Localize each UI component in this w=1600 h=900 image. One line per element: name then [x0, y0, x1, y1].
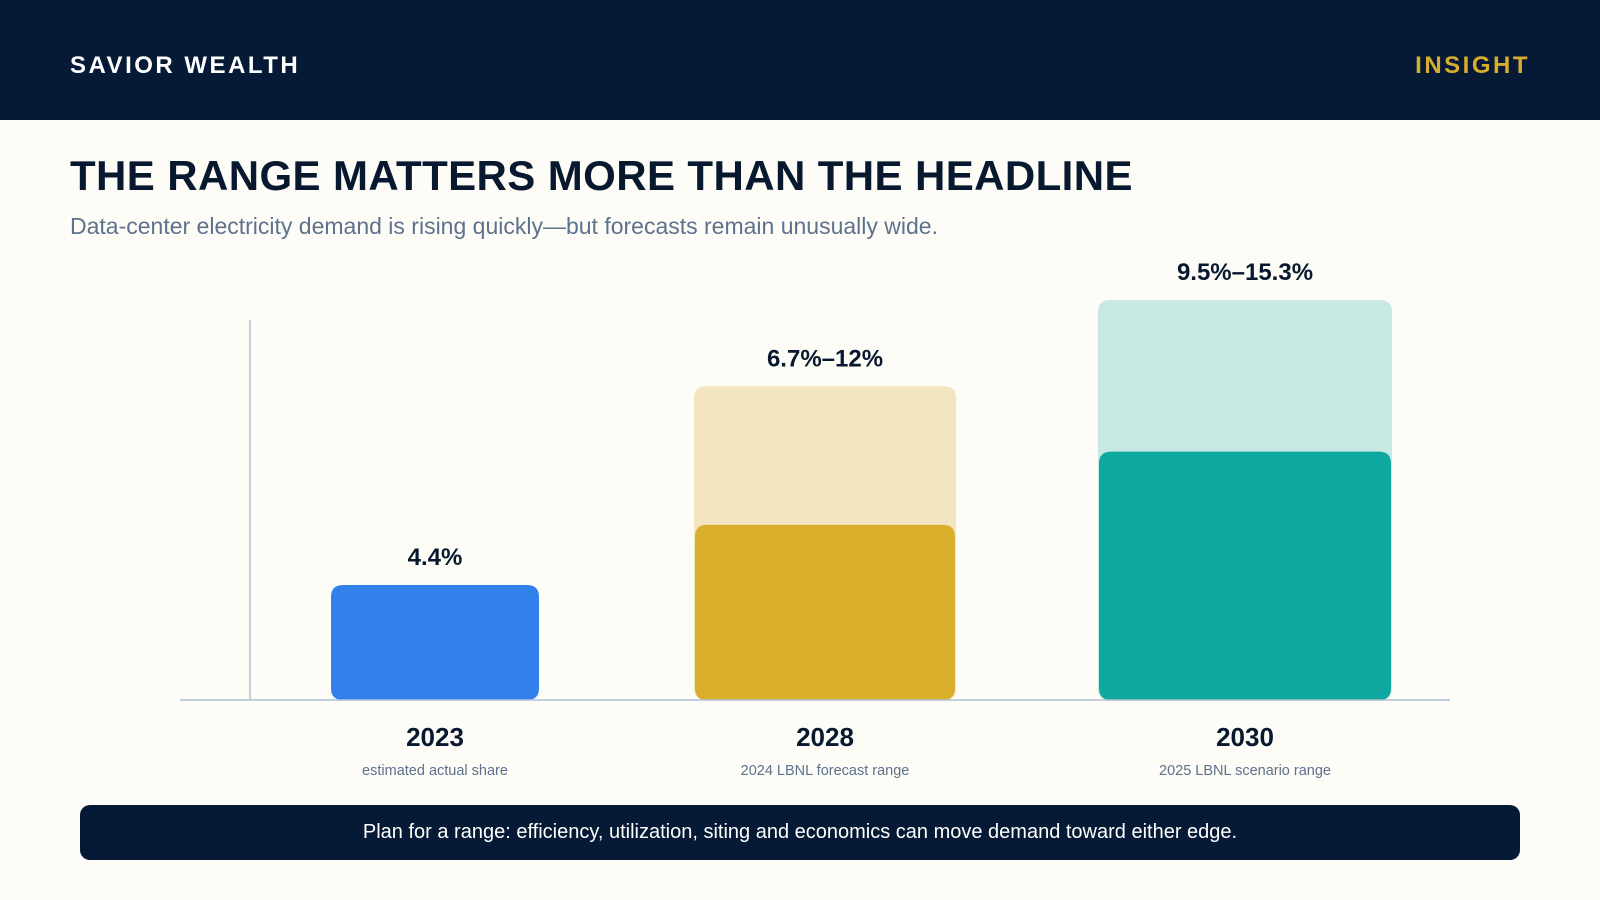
footer-note-text: Plan for a range: efficiency, utilizatio…	[362, 821, 1238, 843]
category-label-2030: 2030	[1216, 722, 1274, 752]
category-note-2023: estimated actual share	[362, 763, 508, 779]
category-label-2023: 2023	[406, 722, 464, 752]
top-bar: SAVIOR WEALTH INSIGHT	[0, 0, 1600, 120]
category-label-2028: 2028	[796, 722, 854, 752]
value-bar-2030	[1099, 451, 1391, 700]
value-bar-2028	[695, 524, 955, 700]
section-tag: INSIGHT	[1415, 52, 1530, 79]
slide-subtitle: Data-center electricity demand is rising…	[70, 213, 938, 239]
category-note-2030: 2025 LBNL scenario range	[1159, 763, 1331, 779]
footer-note: Plan for a range: efficiency, utilizatio…	[80, 805, 1520, 860]
value-label-2030: 9.5%–15.3%	[1177, 259, 1313, 286]
demand-share-chart: 4.4% 2023 estimated actual share 6.7%–12% 20…	[180, 259, 1450, 779]
value-bar-2023	[331, 584, 539, 700]
value-label-2023: 4.4%	[408, 544, 463, 571]
brand-name: SAVIOR WEALTH	[70, 52, 301, 79]
value-label-2028: 6.7%–12%	[767, 345, 883, 372]
category-note-2028: 2024 LBNL forecast range	[741, 763, 910, 779]
slide-title: THE RANGE MATTERS MORE THAN THE HEADLINE	[70, 152, 1133, 199]
